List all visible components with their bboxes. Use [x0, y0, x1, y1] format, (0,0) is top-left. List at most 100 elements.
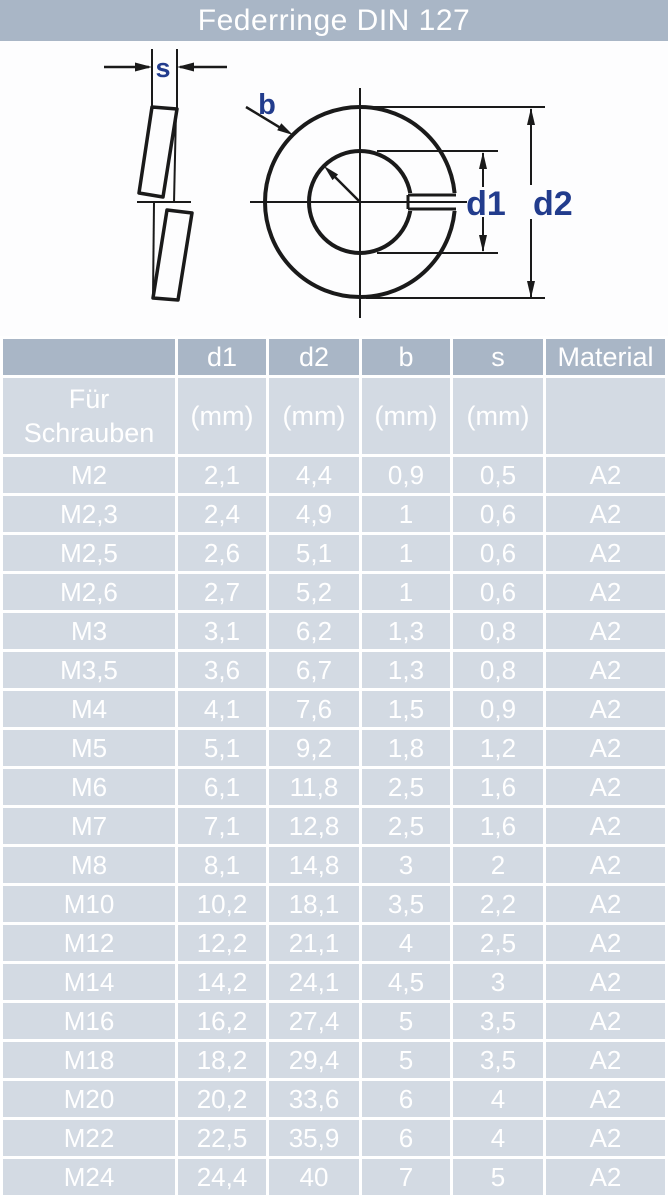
table-subheader-row: Für Schrauben (mm) (mm) (mm) (mm) [3, 378, 665, 454]
value-cell: 11,8 [269, 769, 359, 805]
value-cell: 5,2 [269, 574, 359, 610]
value-cell: 5 [362, 1003, 450, 1039]
dimension-label-b: b [258, 89, 276, 121]
value-cell: 6,2 [269, 613, 359, 649]
table-row: M2 2,1 4,4 0,9 0,5 A2 [3, 457, 665, 493]
value-cell: 27,4 [269, 1003, 359, 1039]
value-cell: 18,2 [178, 1042, 266, 1078]
value-cell: A2 [546, 964, 665, 1000]
value-cell: A2 [546, 847, 665, 883]
value-cell: 5 [362, 1042, 450, 1078]
screw-size-cell: M5 [3, 730, 175, 766]
screw-size-cell: M14 [3, 964, 175, 1000]
value-cell: 22,5 [178, 1120, 266, 1156]
table-row: M2,6 2,7 5,2 1 0,6 A2 [3, 574, 665, 610]
value-cell: 5 [453, 1159, 543, 1195]
value-cell: 6,1 [178, 769, 266, 805]
screw-size-cell: M18 [3, 1042, 175, 1078]
dimension-label-d2: d2 [533, 185, 573, 223]
value-cell: 1 [362, 535, 450, 571]
value-cell: 0,8 [453, 613, 543, 649]
table-body: M2 2,1 4,4 0,9 0,5 A2 M2,3 2,4 4,9 1 0,6 A2 M2,5 2,6 5… [3, 457, 665, 1195]
header-d2-cell: d2 [269, 339, 359, 375]
value-cell: A2 [546, 1042, 665, 1078]
header-s-cell: s [453, 339, 543, 375]
screw-size-cell: M3,5 [3, 652, 175, 688]
value-cell: A2 [546, 574, 665, 610]
value-cell: 2,6 [178, 535, 266, 571]
value-cell: 3,5 [453, 1042, 543, 1078]
value-cell: A2 [546, 769, 665, 805]
value-cell: 18,1 [269, 886, 359, 922]
value-cell: 0,6 [453, 574, 543, 610]
value-cell: 2,2 [453, 886, 543, 922]
value-cell: 0,6 [453, 496, 543, 532]
value-cell: 7,1 [178, 808, 266, 844]
screw-size-cell: M16 [3, 1003, 175, 1039]
value-cell: 1 [362, 574, 450, 610]
value-cell: 2,4 [178, 496, 266, 532]
screw-size-cell: M4 [3, 691, 175, 727]
header-empty-cell [3, 339, 175, 375]
value-cell: 3,6 [178, 652, 266, 688]
value-cell: 16,2 [178, 1003, 266, 1039]
value-cell: 8,1 [178, 847, 266, 883]
header-b-cell: b [362, 339, 450, 375]
table-row: M4 4,1 7,6 1,5 0,9 A2 [3, 691, 665, 727]
screw-size-cell: M2,5 [3, 535, 175, 571]
value-cell: 6 [362, 1120, 450, 1156]
value-cell: 10,2 [178, 886, 266, 922]
value-cell: 2,5 [453, 925, 543, 961]
table-row: M10 10,2 18,1 3,5 2,2 A2 [3, 886, 665, 922]
value-cell: 2,7 [178, 574, 266, 610]
unit-cell-d2: (mm) [269, 378, 359, 454]
screw-size-cell: M8 [3, 847, 175, 883]
page-title-text: Federringe DIN 127 [197, 3, 471, 37]
value-cell: 20,2 [178, 1081, 266, 1117]
table-row: M8 8,1 14,8 3 2 A2 [3, 847, 665, 883]
value-cell: 0,6 [453, 535, 543, 571]
value-cell: A2 [546, 691, 665, 727]
value-cell: 1,6 [453, 769, 543, 805]
value-cell: 4,1 [178, 691, 266, 727]
screw-size-cell: M7 [3, 808, 175, 844]
screw-size-cell: M2,6 [3, 574, 175, 610]
value-cell: 14,2 [178, 964, 266, 1000]
value-cell: 0,9 [453, 691, 543, 727]
value-cell: A2 [546, 886, 665, 922]
table-row: M3,5 3,6 6,7 1,3 0,8 A2 [3, 652, 665, 688]
value-cell: 4,5 [362, 964, 450, 1000]
table-row: M20 20,2 33,6 6 4 A2 [3, 1081, 665, 1117]
header-material-cell: Material [546, 339, 665, 375]
value-cell: 4 [453, 1120, 543, 1156]
table-row: M2,5 2,6 5,1 1 0,6 A2 [3, 535, 665, 571]
value-cell: 5,1 [178, 730, 266, 766]
screw-size-cell: M2 [3, 457, 175, 493]
value-cell: 2,5 [362, 769, 450, 805]
value-cell: 24,1 [269, 964, 359, 1000]
table-row: M24 24,4 40 7 5 A2 [3, 1159, 665, 1195]
value-cell: 2,5 [362, 808, 450, 844]
value-cell: A2 [546, 652, 665, 688]
screw-size-cell: M3 [3, 613, 175, 649]
table-row: M3 3,1 6,2 1,3 0,8 A2 [3, 613, 665, 649]
value-cell: 4 [453, 1081, 543, 1117]
unit-cell-s: (mm) [453, 378, 543, 454]
value-cell: 24,4 [178, 1159, 266, 1195]
value-cell: 0,8 [453, 652, 543, 688]
value-cell: A2 [546, 1120, 665, 1156]
value-cell: 12,8 [269, 808, 359, 844]
dimensions-table: d1 d2 b s Material Für Schrauben (mm) (m… [0, 336, 668, 1198]
screw-size-cell: M2,3 [3, 496, 175, 532]
value-cell: 4,4 [269, 457, 359, 493]
value-cell: 1,8 [362, 730, 450, 766]
unit-cell-material [546, 378, 665, 454]
table-row: M2,3 2,4 4,9 1 0,6 A2 [3, 496, 665, 532]
value-cell: A2 [546, 1159, 665, 1195]
value-cell: 35,9 [269, 1120, 359, 1156]
screw-size-cell: M22 [3, 1120, 175, 1156]
row-label-line1: Für [68, 384, 110, 414]
value-cell: A2 [546, 496, 665, 532]
value-cell: 1 [362, 496, 450, 532]
value-cell: 7 [362, 1159, 450, 1195]
